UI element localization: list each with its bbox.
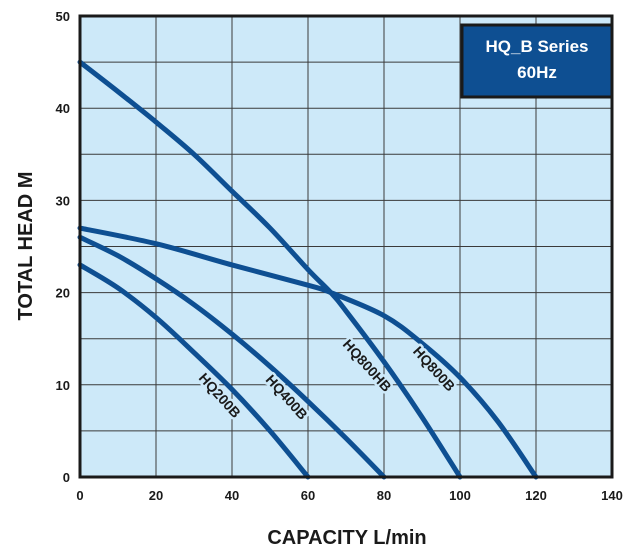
x-tick-label: 100 [449,488,471,503]
curve-hq800b [77,225,539,480]
grid-lines [80,16,612,477]
badge-box [460,23,614,99]
y-tick-label: 40 [56,101,70,116]
x-tick-label: 40 [225,488,239,503]
series-badge: HQ_B Series 60Hz [460,23,614,99]
x-tick-label: 120 [525,488,547,503]
y-tick-label: 20 [56,286,70,301]
x-tick-label: 20 [149,488,163,503]
axis-ticks: 0 20 40 60 80 100 120 140 0 10 20 30 40 50 [56,9,623,503]
curve-hq400b [77,234,387,480]
y-axis-title: TOTAL HEAD M [15,172,37,321]
curve-hq800hb [77,59,463,480]
x-tick-label: 80 [377,488,391,503]
performance-curves [77,59,539,480]
y-tick-label: 10 [56,378,70,393]
curve-hq200b [77,262,311,480]
badge-line-1: HQ_B Series [486,37,589,56]
y-tick-label: 50 [56,9,70,24]
x-tick-label: 60 [301,488,315,503]
plot-frame [78,14,614,479]
x-axis-title: CAPACITY L/min [267,527,426,549]
badge-line-2: 60Hz [517,63,557,82]
x-tick-label: 140 [601,488,623,503]
y-tick-label: 0 [63,470,70,485]
y-tick-label: 30 [56,193,70,208]
x-tick-label: 0 [76,488,83,503]
